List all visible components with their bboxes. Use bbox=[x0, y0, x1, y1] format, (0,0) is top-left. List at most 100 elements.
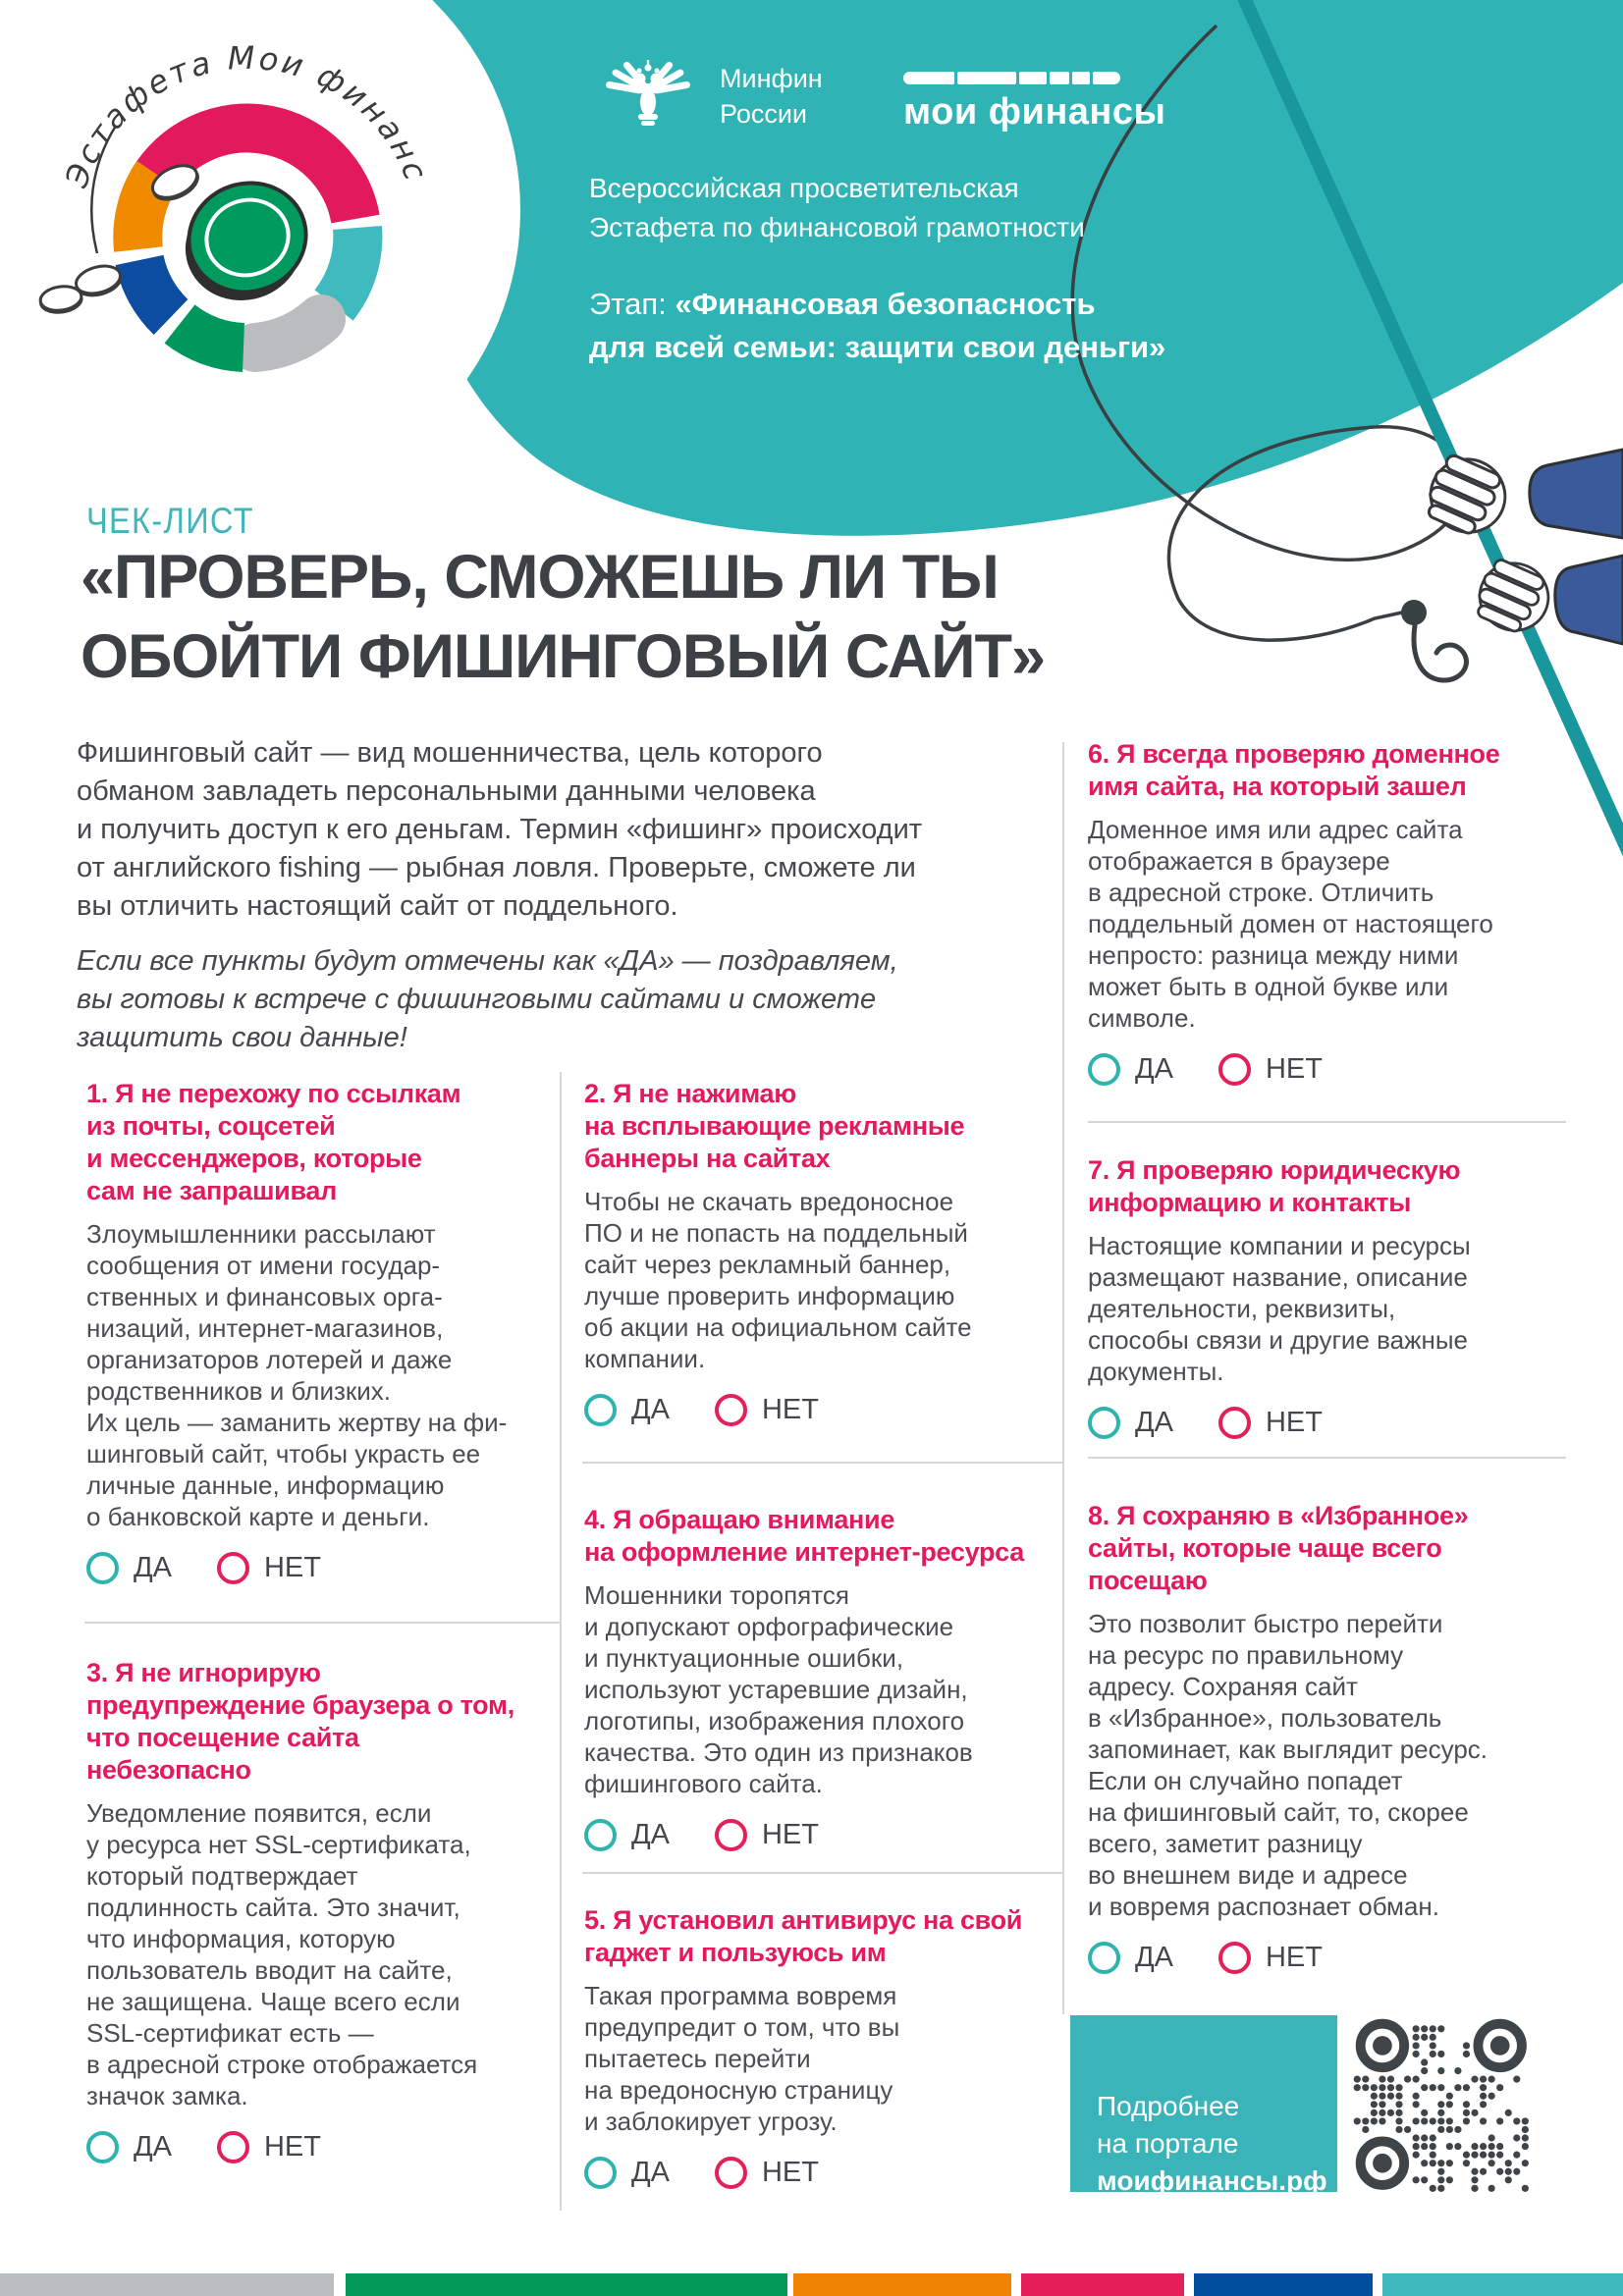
item-title: 1. Я не перехожу по ссылкам из почты, со… bbox=[86, 1079, 461, 1205]
checklist-item-6: 6. Я всегда проверяю доменное имя сайта,… bbox=[1088, 738, 1573, 1086]
program-title: Всероссийская просветительская Эстафета … bbox=[589, 173, 1085, 242]
item-title: 5. Я установил антивирус на свой гаджет … bbox=[584, 1905, 1023, 1967]
no-radio[interactable] bbox=[1217, 1407, 1251, 1439]
item-title: 4. Я обращаю внимание на оформление инте… bbox=[584, 1505, 1024, 1567]
no-label: НЕТ bbox=[1265, 1942, 1323, 1973]
yes-label: ДА bbox=[1135, 1407, 1173, 1438]
yes-no-row: ДА НЕТ bbox=[86, 2131, 566, 2163]
portal-promo-text: Подробнее на портале bbox=[1097, 2091, 1240, 2159]
no-radio[interactable] bbox=[1217, 1942, 1251, 1974]
sleeve-lower bbox=[1553, 554, 1623, 646]
small-coins-icons bbox=[38, 125, 199, 314]
stage-prefix: Этап: bbox=[589, 287, 667, 321]
yes-radio[interactable] bbox=[86, 1552, 119, 1584]
teal-swoosh-shape bbox=[388, 0, 1623, 536]
line-weight-ball bbox=[1401, 600, 1427, 625]
stage-name: «Финансовая безопасность для всей семьи:… bbox=[589, 287, 1166, 364]
yes-label: ДА bbox=[134, 2131, 172, 2163]
item-body: Мошенники торопятся и допускают орфограф… bbox=[584, 1580, 973, 1798]
coin-icon bbox=[185, 181, 308, 301]
minfin-logo: Минфин России bbox=[720, 61, 823, 132]
item-body: Доменное имя или адрес сайта отображаетс… bbox=[1088, 815, 1493, 1033]
hands-illustration bbox=[1427, 448, 1623, 646]
row-divider bbox=[1088, 1457, 1566, 1459]
page-title: «ПРОВЕРЬ, СМОЖЕШЬ ЛИ ТЫ ОБОЙТИ ФИШИНГОВЫ… bbox=[81, 543, 1046, 691]
moifinansy-logo-bar bbox=[903, 72, 1120, 84]
row-divider bbox=[84, 1622, 560, 1624]
yes-no-row: ДА НЕТ bbox=[1088, 1942, 1573, 1974]
no-radio[interactable] bbox=[714, 1819, 747, 1851]
minfin-eagle-icon bbox=[606, 60, 690, 126]
moifinansy-logo-text: мои финансы bbox=[903, 91, 1166, 133]
sleeve-upper bbox=[1528, 448, 1623, 540]
no-label: НЕТ bbox=[1265, 1053, 1323, 1085]
checklist-item-1: 1. Я не перехожу по ссылкам из почты, со… bbox=[86, 1078, 566, 1584]
row-divider bbox=[1088, 1121, 1566, 1123]
checklist-item-3: 3. Я не игнорирую предупреждение браузер… bbox=[86, 1657, 566, 2163]
no-radio[interactable] bbox=[714, 1394, 747, 1426]
no-label: НЕТ bbox=[761, 1394, 819, 1425]
yes-label: ДА bbox=[631, 2157, 670, 2188]
no-label: НЕТ bbox=[761, 1819, 819, 1850]
yes-no-row: ДА НЕТ bbox=[584, 1394, 1055, 1426]
item-body: Злоумышленники рассылают сообщения от им… bbox=[86, 1219, 508, 1531]
footer-stripe-gray bbox=[0, 2273, 334, 2296]
checklist-item-7: 7. Я проверяю юридическую информацию и к… bbox=[1088, 1154, 1573, 1439]
item-body: Уведомление появится, если у ресурса нет… bbox=[86, 1798, 478, 2110]
row-divider bbox=[582, 1462, 1062, 1464]
column-divider-1 bbox=[560, 1072, 562, 2211]
header-artwork: Эстафета Мои финансы bbox=[0, 0, 1623, 857]
footer-stripe-orange bbox=[793, 2273, 1011, 2296]
yes-radio[interactable] bbox=[1088, 1942, 1120, 1974]
item-title: 2. Я не нажимаю на всплывающие рекламные… bbox=[584, 1079, 965, 1173]
hand-lower bbox=[1477, 559, 1550, 633]
no-radio[interactable] bbox=[216, 2131, 249, 2163]
kicker: ЧЕК-ЛИСТ bbox=[86, 501, 254, 541]
checklist-item-2: 2. Я не нажимаю на всплывающие рекламные… bbox=[584, 1078, 1055, 1426]
estafeta-logo bbox=[113, 103, 383, 372]
no-radio[interactable] bbox=[714, 2157, 747, 2189]
no-label: НЕТ bbox=[761, 2157, 819, 2188]
yes-no-row: ДА НЕТ bbox=[584, 1819, 1055, 1851]
yes-label: ДА bbox=[1135, 1053, 1173, 1085]
footer-stripe-pink bbox=[1021, 2273, 1184, 2296]
stage-title: Этап: «Финансовая безопасность для всей … bbox=[589, 283, 1217, 369]
yes-label: ДА bbox=[631, 1394, 670, 1425]
item-title: 7. Я проверяю юридическую информацию и к… bbox=[1088, 1155, 1461, 1217]
checklist-item-8: 8. Я сохраняю в «Избранное» сайты, котор… bbox=[1088, 1500, 1573, 1974]
yes-no-row: ДА НЕТ bbox=[1088, 1407, 1573, 1439]
minfin-line1: Минфин bbox=[720, 64, 823, 93]
yes-radio[interactable] bbox=[1088, 1053, 1120, 1086]
item-body: Это позволит быстро перейти на ресурс по… bbox=[1088, 1609, 1488, 1921]
yes-no-row: ДА НЕТ bbox=[1088, 1053, 1573, 1086]
qr-code bbox=[1349, 2012, 1534, 2197]
yes-label: ДА bbox=[134, 1552, 172, 1583]
yes-no-row: ДА НЕТ bbox=[86, 1552, 566, 1584]
no-radio[interactable] bbox=[216, 1552, 249, 1584]
portal-url: моифинансы.рф bbox=[1097, 2165, 1327, 2196]
no-label: НЕТ bbox=[263, 2131, 321, 2163]
item-body: Чтобы не скачать вредоносное ПО и не поп… bbox=[584, 1187, 972, 1373]
footer-stripe-teal bbox=[1382, 2273, 1623, 2296]
yes-label: ДА bbox=[1135, 1942, 1173, 1973]
yes-radio[interactable] bbox=[86, 2131, 119, 2163]
item-title: 6. Я всегда проверяю доменное имя сайта,… bbox=[1088, 739, 1500, 801]
no-label: НЕТ bbox=[1265, 1407, 1323, 1438]
intro-italic-text: Если все пункты будут отмечены как «ДА» … bbox=[77, 945, 898, 1053]
yes-label: ДА bbox=[631, 1819, 670, 1850]
footer-stripe-blue bbox=[1194, 2273, 1373, 2296]
no-label: НЕТ bbox=[263, 1552, 321, 1583]
item-body: Такая программа вовремя предупредит о то… bbox=[584, 1981, 900, 2136]
checklist-item-4: 4. Я обращаю внимание на оформление инте… bbox=[584, 1504, 1055, 1851]
yes-radio[interactable] bbox=[584, 1394, 617, 1426]
item-body: Настоящие компании и ресурсы размещают н… bbox=[1088, 1231, 1471, 1386]
yes-radio[interactable] bbox=[584, 2157, 617, 2189]
yes-radio[interactable] bbox=[584, 1819, 617, 1851]
no-radio[interactable] bbox=[1217, 1053, 1251, 1086]
column-divider-2 bbox=[1062, 742, 1064, 2014]
checklist-item-5: 5. Я установил антивирус на свой гаджет … bbox=[584, 1904, 1055, 2189]
portal-promo-box: Подробнее на портале моифинансы.рф bbox=[1070, 2015, 1337, 2196]
yes-radio[interactable] bbox=[1088, 1407, 1120, 1439]
item-title: 8. Я сохраняю в «Избранное» сайты, котор… bbox=[1088, 1501, 1469, 1595]
